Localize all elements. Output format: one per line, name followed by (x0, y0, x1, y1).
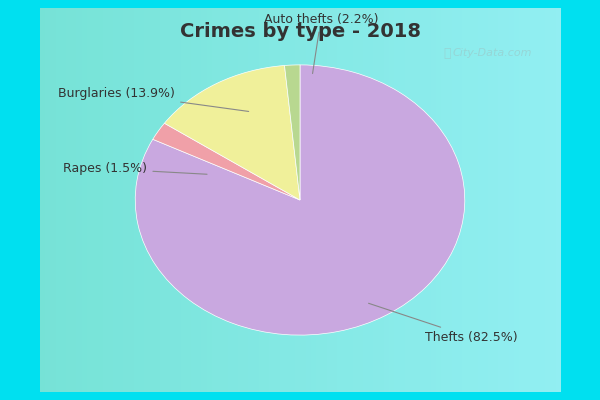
Text: City-Data.com: City-Data.com (452, 48, 532, 58)
Text: Auto thefts (2.2%): Auto thefts (2.2%) (263, 14, 378, 74)
Text: Thefts (82.5%): Thefts (82.5%) (368, 303, 518, 344)
Text: Burglaries (13.9%): Burglaries (13.9%) (58, 87, 248, 112)
Wedge shape (164, 66, 300, 200)
Text: ⓘ: ⓘ (443, 47, 451, 60)
Wedge shape (284, 65, 300, 200)
Wedge shape (135, 65, 465, 335)
Text: Rapes (1.5%): Rapes (1.5%) (64, 162, 207, 175)
Wedge shape (153, 123, 300, 200)
Text: Crimes by type - 2018: Crimes by type - 2018 (179, 22, 421, 41)
